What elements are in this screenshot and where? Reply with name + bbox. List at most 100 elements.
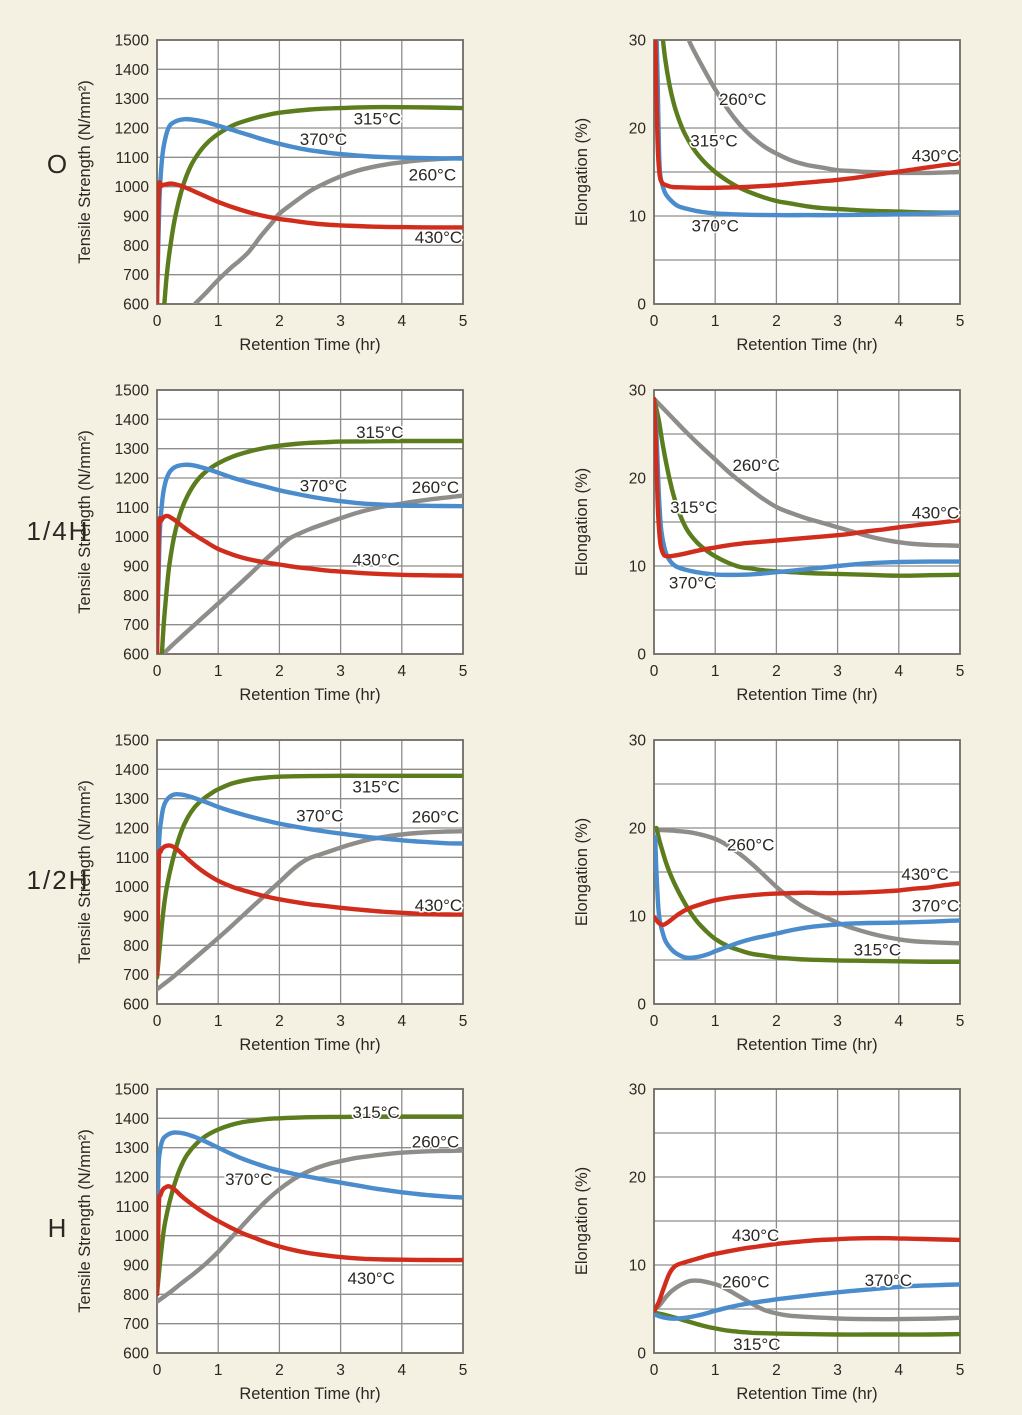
svg-text:1400: 1400 bbox=[115, 412, 150, 429]
svg-text:1300: 1300 bbox=[115, 791, 150, 808]
series-430C-line bbox=[654, 396, 960, 559]
grid-lines bbox=[654, 1089, 960, 1353]
svg-text:2: 2 bbox=[275, 663, 284, 680]
series-370C-line bbox=[654, 834, 960, 961]
svg-text:2: 2 bbox=[772, 1362, 781, 1379]
svg-text:5: 5 bbox=[459, 663, 468, 680]
svg-text:4: 4 bbox=[894, 313, 903, 330]
svg-text:1400: 1400 bbox=[115, 62, 150, 79]
curve-labels: 315°C 370°C 260°C 430°C bbox=[298, 421, 460, 570]
series-315C-line bbox=[162, 104, 463, 304]
curve-label: 370°C bbox=[296, 806, 343, 825]
x-axis-tick-labels: 0 1 2 3 4 5 bbox=[650, 313, 965, 330]
chart-o-tensile-strength: 600 700 800 900 1000 1100 1200 1300 1400 1500 0 1 2 3… bbox=[73, 33, 477, 358]
series-260C-line bbox=[654, 1278, 960, 1322]
svg-text:3: 3 bbox=[833, 1362, 842, 1379]
series-315C-line bbox=[157, 773, 463, 980]
series-370C-line bbox=[157, 1130, 463, 1297]
svg-text:1200: 1200 bbox=[115, 121, 150, 138]
row-label-o: O bbox=[46, 149, 70, 179]
chart-svg: 600 700 800 900 1000 1100 1200 1300 1400 1500 0 1 2 3… bbox=[76, 1082, 468, 1404]
svg-text:1: 1 bbox=[711, 313, 720, 330]
series-430C-line bbox=[157, 513, 463, 654]
y-axis-title: Tensile Strength (N/mm²) bbox=[76, 80, 94, 263]
svg-text:30: 30 bbox=[629, 384, 647, 400]
chart-svg: 0 10 20 30 0 1 2 3 4 5 Elongation (%) Retention Tim… bbox=[573, 1082, 964, 1404]
series-315C-line bbox=[654, 825, 960, 964]
series-430C-line bbox=[157, 843, 463, 977]
chart-svg: 0 10 20 30 0 1 2 3 4 5 Elongation (%) Retention Tim… bbox=[573, 733, 964, 1055]
svg-text:0: 0 bbox=[637, 1346, 646, 1363]
svg-text:700: 700 bbox=[123, 617, 149, 634]
svg-text:0: 0 bbox=[637, 647, 646, 664]
plot-border bbox=[653, 739, 961, 1005]
svg-text:3: 3 bbox=[336, 663, 345, 680]
svg-text:10: 10 bbox=[629, 1258, 647, 1275]
svg-text:1400: 1400 bbox=[115, 1111, 150, 1128]
svg-text:1500: 1500 bbox=[115, 384, 150, 400]
curve-label: 430°C bbox=[347, 1269, 394, 1288]
svg-text:1500: 1500 bbox=[115, 34, 150, 50]
curve-label: 260°C bbox=[719, 90, 766, 109]
chart-o-elongation: 0 10 20 30 0 1 2 3 4 5 Elongation (%) Retention Tim… bbox=[570, 33, 974, 358]
svg-text:10: 10 bbox=[629, 559, 647, 576]
series-lines bbox=[157, 438, 463, 654]
chart-1-4h-tensile-strength: 600 700 800 900 1000 1100 1200 1300 1400 1500 0 1 2 3… bbox=[73, 383, 477, 708]
svg-text:10: 10 bbox=[629, 909, 647, 926]
svg-text:1100: 1100 bbox=[116, 500, 150, 517]
svg-text:3: 3 bbox=[336, 313, 345, 330]
svg-text:1300: 1300 bbox=[115, 1140, 150, 1157]
y-axis-tick-labels: 600 700 800 900 1000 1100 1200 1300 1400 1500 bbox=[115, 733, 150, 1014]
curve-label: 315°C bbox=[352, 778, 399, 797]
y-axis-title: Elongation (%) bbox=[573, 118, 591, 226]
svg-text:3: 3 bbox=[833, 1013, 842, 1030]
svg-text:30: 30 bbox=[629, 34, 647, 50]
curve-label: 430°C bbox=[352, 550, 399, 569]
series-260C-line bbox=[157, 829, 463, 992]
svg-text:4: 4 bbox=[894, 663, 903, 680]
y-axis-tick-labels: 0 10 20 30 bbox=[629, 33, 647, 314]
row-label-1-4h: 1/4H bbox=[26, 516, 90, 546]
svg-text:0: 0 bbox=[153, 1362, 162, 1379]
curve-label: 315°C bbox=[354, 109, 401, 128]
series-370C-line bbox=[654, 396, 960, 578]
curve-label: 260°C bbox=[412, 478, 459, 497]
series-260C-line bbox=[160, 493, 463, 654]
plot-border bbox=[156, 39, 464, 305]
svg-text:800: 800 bbox=[123, 1287, 149, 1304]
series-260C-line bbox=[686, 40, 960, 176]
y-axis-tick-labels: 600 700 800 900 1000 1100 1200 1300 1400 1500 bbox=[115, 33, 150, 314]
svg-text:2: 2 bbox=[772, 313, 781, 330]
svg-text:0: 0 bbox=[153, 663, 162, 680]
series-370C-line bbox=[157, 791, 463, 977]
svg-text:1100: 1100 bbox=[116, 150, 150, 167]
x-axis-title: Retention Time (hr) bbox=[239, 1385, 380, 1403]
x-axis-title: Retention Time (hr) bbox=[736, 1036, 877, 1054]
chart-1-2h-elongation: 0 10 20 30 0 1 2 3 4 5 Elongation (%) Retention Tim… bbox=[570, 733, 974, 1058]
svg-text:0: 0 bbox=[650, 1013, 659, 1030]
grid-lines bbox=[654, 390, 960, 654]
x-axis-tick-labels: 0 1 2 3 4 5 bbox=[153, 1013, 468, 1030]
svg-text:1200: 1200 bbox=[115, 821, 150, 838]
svg-text:2: 2 bbox=[772, 663, 781, 680]
curve-label: 260°C bbox=[412, 807, 459, 826]
svg-text:1100: 1100 bbox=[116, 850, 150, 867]
svg-text:4: 4 bbox=[894, 1362, 903, 1379]
svg-text:1400: 1400 bbox=[115, 762, 150, 779]
series-315C-line bbox=[654, 396, 960, 578]
svg-text:5: 5 bbox=[459, 1362, 468, 1379]
chart-1-2h-tensile-strength: 600 700 800 900 1000 1100 1200 1300 1400 1500 0 1 2 3… bbox=[73, 733, 477, 1058]
svg-text:700: 700 bbox=[123, 1316, 149, 1333]
plot-border bbox=[156, 389, 464, 655]
curve-label: 370°C bbox=[669, 574, 716, 593]
y-axis-title: Elongation (%) bbox=[573, 1167, 591, 1275]
svg-text:1000: 1000 bbox=[115, 1228, 150, 1245]
svg-text:20: 20 bbox=[629, 121, 647, 138]
curve-label: 315°C bbox=[352, 1103, 399, 1122]
svg-text:1000: 1000 bbox=[115, 879, 150, 896]
svg-text:800: 800 bbox=[123, 938, 149, 955]
series-lines bbox=[654, 40, 960, 218]
x-axis-title: Retention Time (hr) bbox=[736, 686, 877, 704]
curve-label: 370°C bbox=[300, 476, 347, 495]
curve-label: 370°C bbox=[300, 130, 347, 149]
